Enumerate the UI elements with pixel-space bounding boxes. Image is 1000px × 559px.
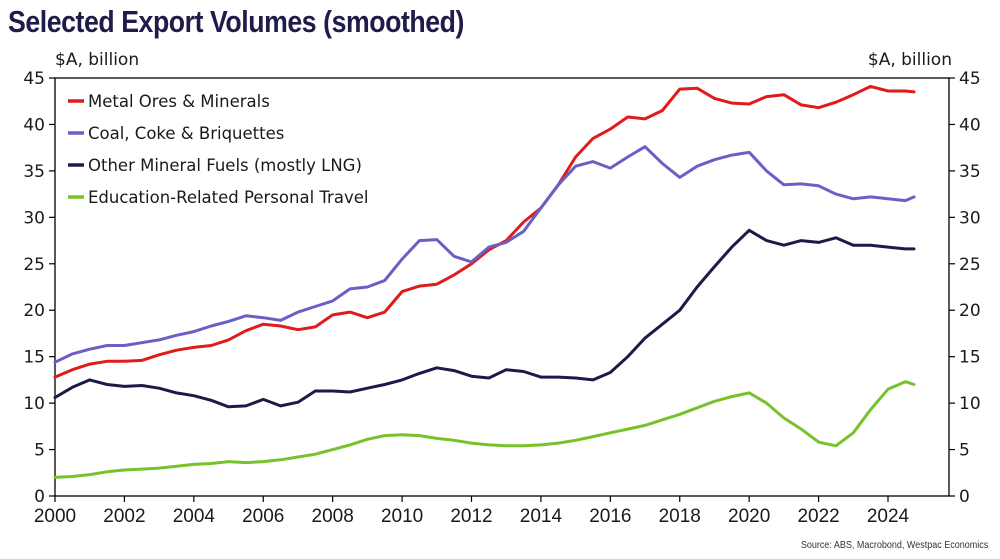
- y-tick-label-right: 45: [959, 69, 981, 89]
- chart-title: Selected Export Volumes (smoothed): [8, 4, 464, 39]
- y-tick-label-left: 20: [23, 301, 45, 321]
- x-tick-label: 2016: [589, 506, 631, 527]
- y-tick-label-left: 10: [23, 394, 45, 414]
- series-line-4: [53, 380, 916, 479]
- y-tick-label-right: 5: [959, 441, 970, 461]
- series-line-3: [53, 228, 916, 409]
- source-note: Source: ABS, Macrobond, Westpac Economic…: [800, 540, 988, 551]
- x-tick-label: 2014: [520, 506, 563, 527]
- y-tick-label-left: 0: [34, 487, 45, 507]
- legend-label: Metal Ores & Minerals: [88, 92, 270, 111]
- y-tick-label-right: 30: [959, 208, 981, 228]
- y-tick-label-right: 15: [959, 348, 981, 368]
- y-axis-left-unit: $A, billion: [55, 50, 140, 70]
- series-layer: [53, 84, 916, 479]
- x-tick-label: 2006: [242, 506, 284, 527]
- x-tick-label: 2018: [659, 506, 701, 527]
- y-tick-label-left: 25: [23, 255, 45, 275]
- y-axis-right-unit: $A, billion: [867, 50, 952, 70]
- y-tick-label-left: 5: [34, 441, 45, 461]
- y-tick-label-left: 40: [23, 115, 45, 135]
- x-tick-label: 2000: [34, 506, 76, 527]
- x-tick-label: 2004: [173, 506, 216, 527]
- y-tick-label-right: 35: [959, 162, 981, 182]
- x-tick-label: 2008: [312, 506, 354, 527]
- y-tick-label-right: 40: [959, 115, 981, 135]
- x-tick-label: 2022: [797, 506, 839, 527]
- y-tick-label-left: 35: [23, 162, 45, 182]
- series-line-2: [53, 145, 916, 364]
- x-tick-label: 2002: [103, 506, 145, 527]
- y-tick-label-right: 20: [959, 301, 981, 321]
- legend-label: Coal, Coke & Briquettes: [88, 124, 284, 143]
- x-tick-label: 2010: [381, 506, 423, 527]
- y-tick-label-left: 30: [23, 208, 45, 228]
- legend-label: Education-Related Personal Travel: [88, 188, 368, 207]
- x-tick-label: 2012: [450, 506, 492, 527]
- y-tick-label-left: 15: [23, 348, 45, 368]
- legend-label: Other Mineral Fuels (mostly LNG): [88, 156, 362, 175]
- series-line-1: [53, 84, 916, 379]
- y-tick-label-left: 45: [23, 69, 45, 89]
- y-tick-label-right: 10: [959, 394, 981, 414]
- x-tick-label: 2024: [867, 506, 910, 527]
- plot-frame: [54, 77, 950, 497]
- y-tick-label-right: 25: [959, 255, 981, 275]
- legend: Metal Ores & Minerals Coal, Coke & Brique…: [68, 92, 368, 207]
- y-tick-label-right: 0: [959, 487, 970, 507]
- x-tick-label: 2020: [728, 506, 770, 527]
